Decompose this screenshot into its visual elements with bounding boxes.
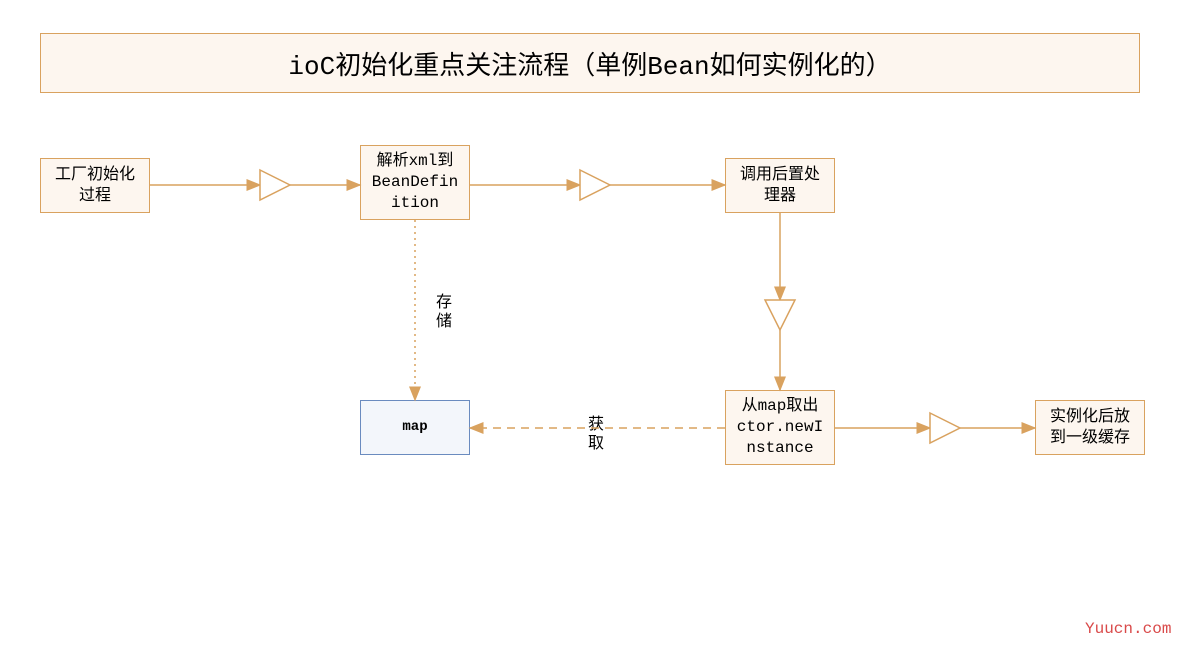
gateway-triangle xyxy=(930,413,960,443)
watermark: Yuucn.com xyxy=(1085,620,1171,638)
node-new-instance-label: 从map取出 ctor.newI nstance xyxy=(737,396,823,458)
node-parse-xml: 解析xml到 BeanDefin ition xyxy=(360,145,470,220)
label-fetch: 获 取 xyxy=(588,416,604,454)
node-factory-init-label: 工厂初始化 过程 xyxy=(55,165,135,207)
node-factory-init: 工厂初始化 过程 xyxy=(40,158,150,213)
diagram-edges xyxy=(0,0,1187,661)
node-map: map xyxy=(360,400,470,455)
gateway-triangle xyxy=(765,300,795,330)
label-store: 存 储 xyxy=(436,294,452,332)
gateway-triangle xyxy=(260,170,290,200)
diagram-title: ioC初始化重点关注流程（单例Bean如何实例化的） xyxy=(40,33,1140,93)
node-new-instance: 从map取出 ctor.newI nstance xyxy=(725,390,835,465)
node-first-cache: 实例化后放 到一级缓存 xyxy=(1035,400,1145,455)
node-post-processor-label: 调用后置处 理器 xyxy=(740,165,820,207)
gateway-triangle xyxy=(580,170,610,200)
diagram-title-text: ioC初始化重点关注流程（单例Bean如何实例化的） xyxy=(288,45,891,82)
node-post-processor: 调用后置处 理器 xyxy=(725,158,835,213)
node-map-label: map xyxy=(402,418,427,436)
node-parse-xml-label: 解析xml到 BeanDefin ition xyxy=(372,151,458,213)
node-first-cache-label: 实例化后放 到一级缓存 xyxy=(1050,407,1130,449)
